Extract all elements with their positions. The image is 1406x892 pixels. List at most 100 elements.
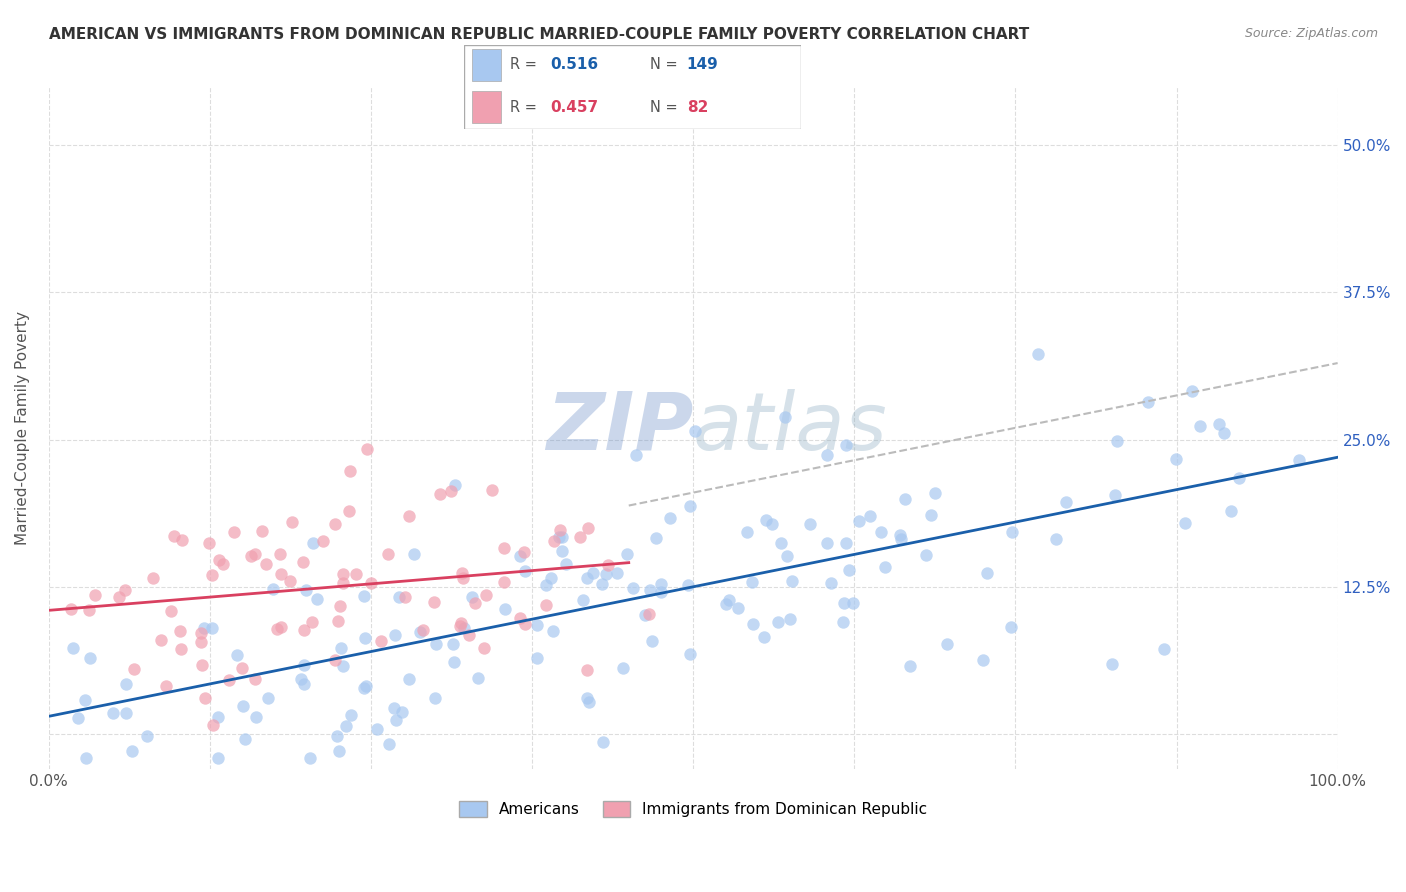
Point <box>492 575 515 590</box>
Point <box>398 508 420 523</box>
Point <box>870 525 893 540</box>
Point <box>312 534 335 549</box>
Point <box>218 673 240 687</box>
Point <box>551 544 574 558</box>
Point <box>457 628 479 642</box>
Legend: Americans, Immigrants from Dominican Republic: Americans, Immigrants from Dominican Rep… <box>453 795 934 823</box>
Point <box>79 651 101 665</box>
Point <box>290 672 312 686</box>
Point <box>409 624 432 639</box>
Point <box>780 574 803 588</box>
Point <box>66 711 89 725</box>
Point <box>453 620 475 634</box>
Point <box>326 729 349 743</box>
Point <box>1227 470 1250 484</box>
Point <box>266 622 288 636</box>
Point <box>848 515 870 529</box>
Point <box>122 662 145 676</box>
Point <box>451 566 474 580</box>
Point <box>201 622 224 636</box>
Bar <box>472 91 501 123</box>
Point <box>385 713 408 727</box>
Point <box>155 679 177 693</box>
Point <box>305 592 328 607</box>
Point <box>332 567 354 582</box>
Point <box>641 634 664 648</box>
Point <box>678 578 700 592</box>
Point <box>1288 453 1310 467</box>
Point <box>541 624 564 638</box>
Point <box>679 647 702 661</box>
Point <box>240 549 263 563</box>
Point <box>550 531 572 545</box>
Point <box>1107 434 1129 448</box>
Point <box>735 524 758 539</box>
Point <box>898 658 921 673</box>
Point <box>766 615 789 629</box>
Text: atlas: atlas <box>693 389 889 467</box>
Bar <box>472 49 501 80</box>
Point <box>201 568 224 582</box>
Point <box>606 566 628 581</box>
Y-axis label: Married-Couple Family Poverty: Married-Couple Family Poverty <box>15 310 30 545</box>
Point <box>536 598 558 612</box>
Point <box>555 557 578 571</box>
Text: ZIP: ZIP <box>546 389 693 467</box>
Point <box>243 672 266 686</box>
Point <box>440 483 463 498</box>
Point <box>270 566 292 581</box>
Point <box>366 723 388 737</box>
Point <box>475 588 498 602</box>
Point <box>254 557 277 571</box>
FancyBboxPatch shape <box>464 45 801 129</box>
Point <box>464 596 486 610</box>
Point <box>679 499 702 513</box>
Point <box>776 549 799 563</box>
Text: 82: 82 <box>686 100 709 115</box>
Point <box>1026 346 1049 360</box>
Point <box>513 545 536 559</box>
Point <box>207 709 229 723</box>
Point <box>1045 532 1067 546</box>
Text: N =: N = <box>650 57 678 72</box>
Text: R =: R = <box>509 100 537 115</box>
Point <box>84 589 107 603</box>
Point <box>121 744 143 758</box>
Point <box>582 566 605 581</box>
Point <box>257 691 280 706</box>
Point <box>1173 516 1195 530</box>
Point <box>548 524 571 538</box>
Point <box>815 536 838 550</box>
Point <box>451 571 474 585</box>
Point <box>75 750 97 764</box>
Point <box>815 448 838 462</box>
Point <box>193 621 215 635</box>
Point <box>328 744 350 758</box>
Point <box>169 642 191 657</box>
Point <box>292 624 315 638</box>
Point <box>1164 452 1187 467</box>
Point <box>578 696 600 710</box>
Point <box>377 547 399 561</box>
Point <box>141 571 163 585</box>
Point <box>328 615 350 629</box>
Point <box>353 631 375 645</box>
Point <box>754 630 776 644</box>
Point <box>269 548 291 562</box>
Text: 0.457: 0.457 <box>550 100 598 115</box>
Point <box>714 597 737 611</box>
Point <box>340 708 363 723</box>
Point <box>467 671 489 685</box>
Point <box>335 719 357 733</box>
Point <box>332 659 354 673</box>
Point <box>889 527 911 541</box>
Point <box>194 691 217 706</box>
Point <box>835 438 858 452</box>
Point <box>494 541 516 556</box>
Point <box>198 536 221 550</box>
Point <box>404 547 426 561</box>
Point <box>972 653 994 667</box>
Point <box>233 732 256 747</box>
Point <box>890 532 912 546</box>
Point <box>332 575 354 590</box>
